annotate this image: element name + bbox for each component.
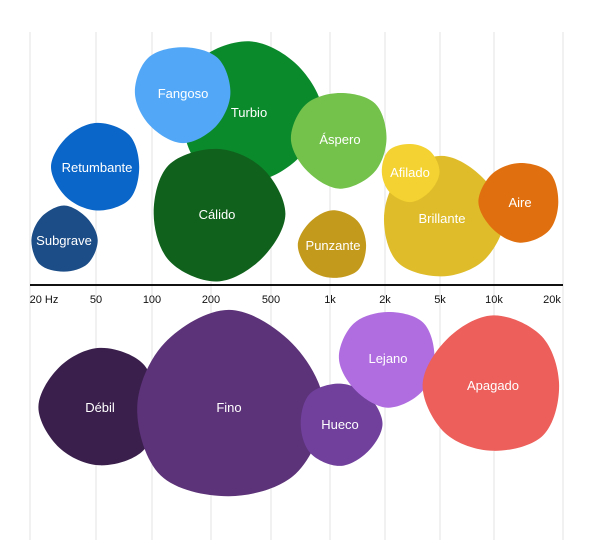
- bubble-label-fino: Fino: [216, 400, 241, 415]
- lower-bubbles: Débil Fino Hueco Lejano Apagado: [38, 309, 560, 497]
- bubble-retumbante: [51, 122, 140, 211]
- bubble-label-turbio: Turbio: [231, 105, 267, 120]
- bubble-label-calido: Cálido: [199, 207, 236, 222]
- bubble-label-apagado: Apagado: [467, 378, 519, 393]
- bubble-aspero: [290, 92, 387, 189]
- bubble-fino: [137, 309, 325, 497]
- bubble-punzante: [297, 210, 367, 278]
- bubble-label-retumbante: Retumbante: [62, 160, 133, 175]
- tick-label: 100: [143, 294, 161, 306]
- bubble-label-aspero: Áspero: [319, 132, 360, 147]
- bubble-label-brillante: Brillante: [419, 211, 466, 226]
- tick-label: 1k: [324, 294, 336, 306]
- bubble-aire: [478, 162, 559, 243]
- tick-label: 20 Hz: [30, 294, 59, 306]
- bubble-debil: [38, 347, 157, 466]
- bubble-label-fangoso: Fangoso: [158, 86, 209, 101]
- bubble-fangoso: [134, 47, 231, 144]
- bubble-apagado: [422, 315, 560, 451]
- bubble-calido: [153, 148, 286, 282]
- bubble-label-punzante: Punzante: [306, 238, 361, 253]
- bubble-subgrave: [31, 205, 98, 272]
- tick-label: 50: [90, 294, 102, 306]
- bubble-lejano: [338, 311, 435, 408]
- upper-bubbles: Turbio Fangoso Retumbante Subgrave Cálido Ásp…: [31, 41, 559, 282]
- bubble-hueco: [300, 383, 383, 466]
- tick-label: 20k: [543, 294, 561, 306]
- tick-label: 5k: [434, 294, 446, 306]
- bubble-label-debil: Débil: [85, 400, 115, 415]
- tick-label: 2k: [379, 294, 391, 306]
- bubble-afilado: [381, 143, 440, 203]
- bubble-label-afilado: Afilado: [390, 165, 430, 180]
- bubble-label-subgrave: Subgrave: [36, 233, 92, 248]
- bubble-label-hueco: Hueco: [321, 417, 359, 432]
- bubble-label-aire: Aire: [508, 195, 531, 210]
- frequency-tick-labels: 20 Hz 50 100 200 500 1k 2k 5k 10k 20k: [30, 294, 562, 306]
- bubble-label-lejano: Lejano: [368, 351, 407, 366]
- tick-label: 500: [262, 294, 280, 306]
- tick-label: 10k: [485, 294, 503, 306]
- tick-label: 200: [202, 294, 220, 306]
